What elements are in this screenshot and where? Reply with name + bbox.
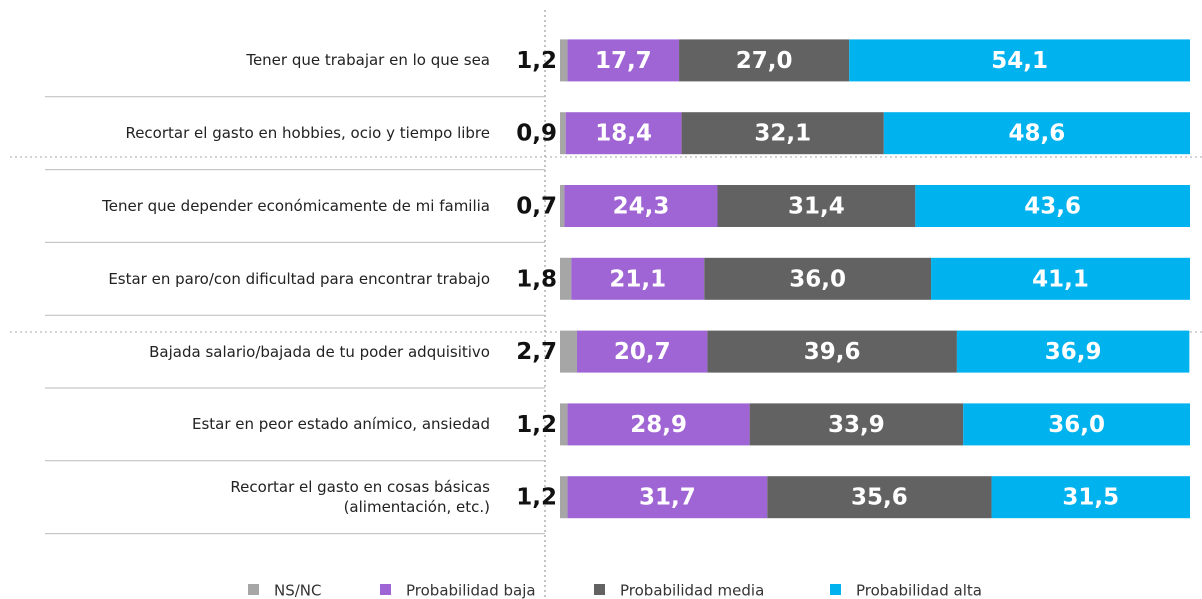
category-label: Recortar el gasto en hobbies, ocio y tie… [125,124,490,143]
value-label: 1,2 [516,48,557,74]
legend-swatch [594,584,605,595]
bar-segment [915,185,1190,227]
bar-segment [679,39,850,82]
category-label: Bajada salario/bajada de tu poder adquis… [149,342,490,361]
value-label: 54,1 [991,48,1048,74]
legend-swatch [380,584,391,595]
legend-swatch [248,584,259,595]
bar-segment [883,112,1190,155]
bar-segment [707,330,957,373]
category-label: Recortar el gasto en cosas básicas (alim… [230,478,490,517]
value-label: 36,0 [1048,412,1105,438]
bar-segment [567,476,768,519]
value-label: 36,9 [1045,339,1102,365]
value-label: 31,5 [1062,485,1119,511]
bar-segment [749,403,964,446]
value-label: 48,6 [1009,121,1066,147]
bar-segment [963,403,1190,446]
legend-swatch [830,584,841,595]
bar-segment [560,112,566,155]
value-label: 21,1 [609,266,666,292]
value-label: 18,4 [595,121,652,147]
bar-segment [565,112,682,155]
bar-segment [560,476,568,519]
bar-segment [564,185,718,227]
bar-segment [681,112,884,155]
bar-segment [704,257,932,300]
bar-segment [991,476,1190,519]
value-label: 31,7 [639,485,696,511]
bar-segment [717,185,916,227]
legend-label: Probabilidad media [620,582,764,599]
bar-segment [567,403,750,446]
legend-label: NS/NC [274,582,322,599]
value-label: 1,8 [516,266,557,292]
value-label: 39,6 [804,339,861,365]
bar-segment [560,257,572,300]
value-label: 35,6 [851,485,908,511]
value-label: 27,0 [736,48,793,74]
value-label: 1,2 [516,485,557,511]
bar-segment [767,476,992,519]
bar-segment [571,257,705,300]
value-label: 32,1 [754,121,811,147]
category-label: Estar en paro/con dificultad para encont… [108,269,490,288]
bar-segment [849,39,1190,82]
value-label: 17,7 [595,48,652,74]
category-label: Estar en peor estado anímico, ansiedad [191,415,490,434]
value-label: 20,7 [614,339,671,365]
bar-segment [560,330,578,373]
value-label: 41,1 [1032,266,1089,292]
value-label: 2,7 [516,339,557,365]
category-label: Tener que trabajar en lo que sea [246,51,490,70]
legend-label: Probabilidad alta [856,582,982,599]
value-label: 28,9 [630,412,687,438]
value-label: 43,6 [1024,194,1081,220]
legend-label: Probabilidad baja [406,582,536,599]
value-label: 24,3 [613,194,670,220]
bar-segment [560,185,565,227]
value-label: 36,0 [789,266,846,292]
bar-segment [567,39,680,82]
bar-segment [560,403,568,446]
value-label: 0,7 [516,194,557,220]
value-label: 33,9 [828,412,885,438]
bar-segment [956,330,1190,373]
value-label: 0,9 [516,121,557,147]
category-label: Tener que depender económicamente de mi … [102,197,490,215]
bar-segment [931,257,1190,300]
bar-segment [577,330,708,373]
bar-segment [560,39,568,82]
value-label: 31,4 [788,194,845,220]
value-label: 1,2 [516,412,557,438]
